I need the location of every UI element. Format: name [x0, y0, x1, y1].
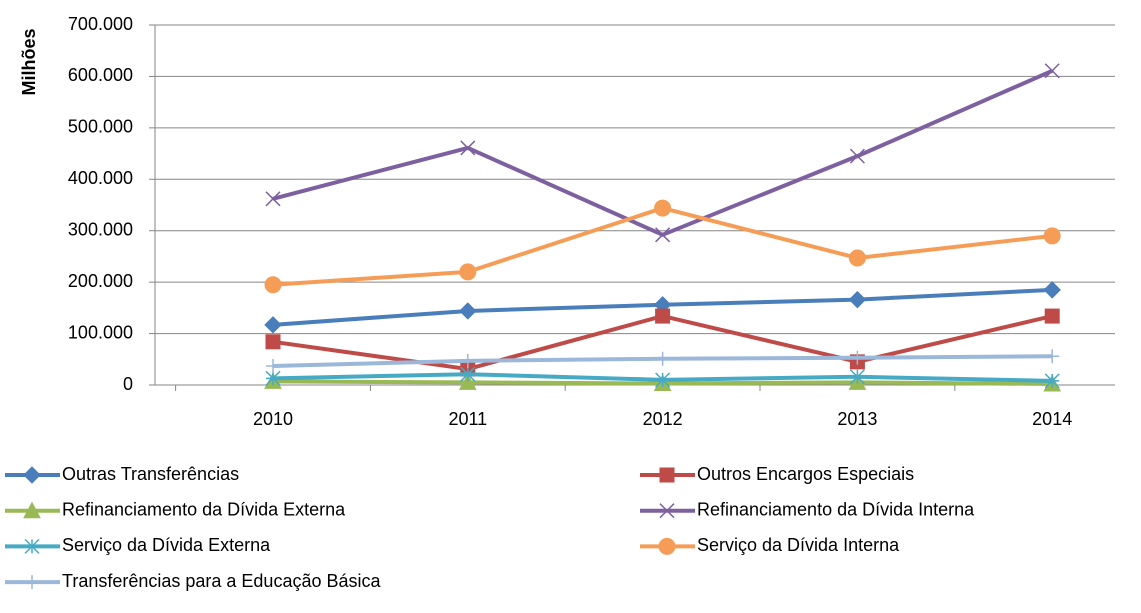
marker — [655, 372, 671, 388]
marker — [460, 140, 476, 156]
marker — [1043, 281, 1061, 299]
marker — [459, 302, 477, 320]
x-tick-label: 2012 — [643, 409, 683, 429]
marker — [658, 537, 676, 555]
y-tick-label: 400.000 — [68, 168, 133, 188]
marker — [654, 199, 672, 217]
marker — [655, 227, 671, 243]
marker — [23, 501, 41, 519]
marker — [655, 351, 670, 366]
y-tick-label: 0 — [123, 374, 133, 394]
legend-label: Refinanciamento da Dívida Externa — [62, 499, 346, 519]
y-tick-label: 100.000 — [68, 322, 133, 342]
marker — [266, 358, 280, 373]
x-tick-label: 2011 — [448, 409, 487, 429]
legend-label: Serviço da Dívida Externa — [62, 535, 271, 555]
marker — [1044, 308, 1060, 324]
marker — [849, 148, 865, 164]
legend-label: Outros Encargos Especiais — [697, 464, 914, 484]
marker — [264, 316, 282, 334]
marker — [1045, 349, 1060, 364]
x-tick-label: 2010 — [253, 409, 293, 429]
legend-label: Refinanciamento da Dívida Interna — [697, 499, 975, 519]
x-tick-label: 2013 — [837, 409, 877, 429]
legend-label: Outras Transferências — [62, 464, 239, 484]
y-tick-label: 500.000 — [68, 117, 133, 137]
marker — [23, 466, 41, 484]
y-tick-label: 300.000 — [68, 219, 133, 239]
marker — [1044, 63, 1060, 79]
marker — [460, 366, 476, 382]
y-tick-label: 200.000 — [68, 271, 133, 291]
x-tick-label: 2014 — [1032, 409, 1072, 429]
marker — [265, 370, 281, 386]
marker — [265, 191, 281, 207]
legend-label: Transferências para a Educação Básica — [62, 571, 381, 591]
marker — [1044, 373, 1060, 389]
marker — [265, 334, 281, 350]
marker — [659, 467, 675, 483]
marker — [655, 308, 671, 324]
marker — [659, 503, 675, 519]
y-axis-label: Milhões — [19, 28, 39, 95]
marker — [850, 350, 865, 365]
marker — [848, 249, 866, 267]
marker — [460, 353, 475, 368]
marker — [458, 373, 477, 390]
marker — [1043, 227, 1061, 245]
marker — [24, 538, 40, 554]
y-tick-label: 600.000 — [68, 65, 133, 85]
marker — [459, 263, 477, 281]
marker — [849, 369, 865, 385]
marker — [25, 575, 39, 590]
series-line — [272, 206, 1053, 287]
legend-label: Serviço da Dívida Interna — [697, 535, 900, 555]
y-tick-label: 700.000 — [68, 14, 133, 34]
marker — [264, 276, 282, 294]
marker — [848, 290, 867, 309]
